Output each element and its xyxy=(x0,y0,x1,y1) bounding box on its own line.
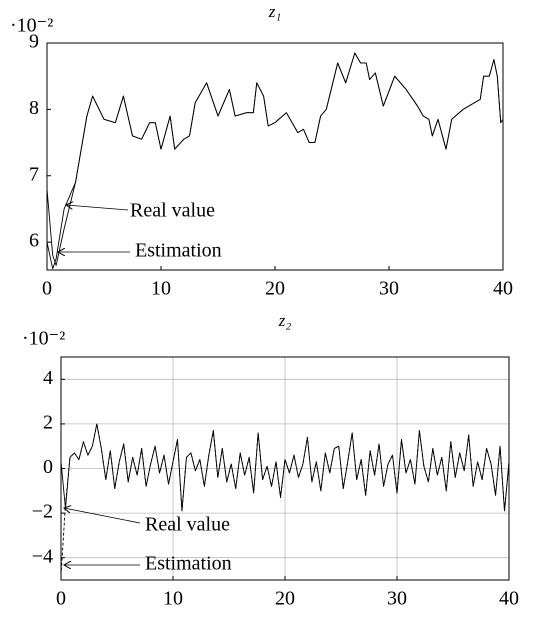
y-tick-label: −4 xyxy=(32,545,53,567)
annotation-label: Real value xyxy=(145,514,230,536)
annotation-arrow xyxy=(66,205,129,211)
y-tick-label: 9 xyxy=(29,31,39,53)
y-scale-label: ·10⁻² xyxy=(22,328,65,350)
annotation-label: Estimation xyxy=(145,553,232,575)
x-tick-label: 30 xyxy=(379,278,399,300)
y-tick-label: 7 xyxy=(29,163,39,185)
data-line xyxy=(46,52,504,266)
data-line xyxy=(60,423,510,576)
y-tick-label: 6 xyxy=(29,230,39,252)
x-tick-label: 20 xyxy=(275,588,295,610)
x-tick-label: 40 xyxy=(499,588,519,610)
data-line xyxy=(46,52,504,270)
x-tick-label: 0 xyxy=(42,278,52,300)
y-tick-label: −2 xyxy=(32,501,53,523)
y-tick-label: 8 xyxy=(29,97,39,119)
y-scale-label: ·10⁻² xyxy=(10,15,53,37)
chart-title: z₁ xyxy=(268,2,282,21)
annotation-label: Real value xyxy=(130,200,215,222)
y-tick-label: 4 xyxy=(43,367,53,389)
x-tick-label: 40 xyxy=(493,278,513,300)
y-tick-label: 2 xyxy=(43,411,53,433)
annotation-arrow xyxy=(64,508,141,524)
x-tick-label: 20 xyxy=(265,278,285,300)
x-tick-label: 30 xyxy=(387,588,407,610)
chart-title: z₂ xyxy=(278,311,292,330)
x-tick-label: 10 xyxy=(163,588,183,610)
annotation-label: Estimation xyxy=(135,240,222,262)
y-tick-label: 0 xyxy=(43,456,53,478)
x-tick-label: 0 xyxy=(56,588,66,610)
plot-frame xyxy=(46,42,504,271)
plot-frame xyxy=(60,356,510,581)
x-tick-label: 10 xyxy=(151,278,171,300)
